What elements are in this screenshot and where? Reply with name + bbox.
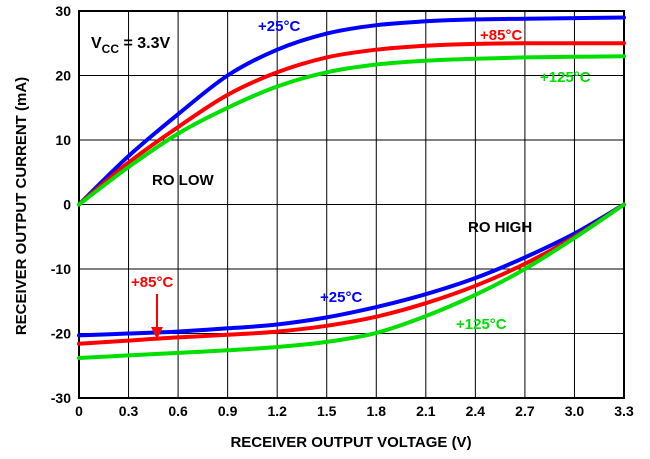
x-tick-label: 1.2 bbox=[267, 403, 287, 419]
y-tick-label: -20 bbox=[51, 326, 71, 342]
x-tick-label: 0.3 bbox=[119, 403, 139, 419]
label-125c-low: +125°C bbox=[540, 69, 591, 86]
series-lines bbox=[77, 15, 626, 360]
vcc-value: = 3.3V bbox=[119, 35, 170, 52]
y-tick-label: -10 bbox=[51, 261, 71, 277]
y-axis-label: RECEIVER OUTPUT CURRENT (mA) bbox=[13, 77, 30, 335]
series-line-ro-low-25c bbox=[77, 15, 626, 207]
label-85c-high: +85°C bbox=[131, 274, 173, 291]
ro-low-label: RO LOW bbox=[152, 172, 214, 189]
series-line-ro-low-85c bbox=[77, 41, 626, 207]
x-tick-label: 2.7 bbox=[515, 403, 535, 419]
x-tick-label: 0.6 bbox=[168, 403, 188, 419]
label-85c-arrow-head bbox=[151, 327, 163, 339]
x-tick-label: 0.9 bbox=[218, 403, 238, 419]
series-line-ro-high-125c bbox=[77, 202, 626, 360]
x-tick-label: 2.1 bbox=[416, 403, 436, 419]
y-tick-label: 0 bbox=[63, 197, 71, 213]
vcc-main: V bbox=[91, 35, 102, 52]
series-line-ro-high-85c bbox=[77, 202, 626, 346]
vcc-annotation: VCC = 3.3V bbox=[91, 35, 170, 56]
y-tick-label: 20 bbox=[55, 68, 71, 84]
x-tick-label: 3.3 bbox=[614, 403, 634, 419]
ro-high-label: RO HIGH bbox=[468, 219, 532, 236]
y-tick-label: -30 bbox=[51, 390, 71, 406]
label-85c-low: +85°C bbox=[480, 27, 522, 44]
x-tick-label: 3.0 bbox=[565, 403, 585, 419]
label-25c-high: +25°C bbox=[320, 289, 362, 306]
x-tick-label: 1.5 bbox=[317, 403, 337, 419]
y-tick-label: 30 bbox=[55, 3, 71, 19]
vcc-subscript: CC bbox=[102, 42, 120, 56]
x-tick-label: 2.4 bbox=[466, 403, 486, 419]
y-tick-label: 10 bbox=[55, 132, 71, 148]
x-tick-label: 0 bbox=[75, 403, 83, 419]
x-axis-label: RECEIVER OUTPUT VOLTAGE (V) bbox=[230, 434, 471, 451]
label-125c-high: +125°C bbox=[456, 316, 507, 333]
series-line-ro-high-25c bbox=[77, 202, 626, 338]
x-tick-labels: 0 0.3 0.6 0.9 1.2 1.5 1.8 2.1 2.4 2.7 3.0 3.3 bbox=[75, 403, 634, 419]
x-tick-label: 1.8 bbox=[367, 403, 387, 419]
label-25c-low: +25°C bbox=[258, 18, 300, 35]
y-tick-labels: -30 -20 -10 0 10 20 30 bbox=[51, 3, 71, 406]
series-line-ro-low-125c bbox=[77, 54, 626, 207]
